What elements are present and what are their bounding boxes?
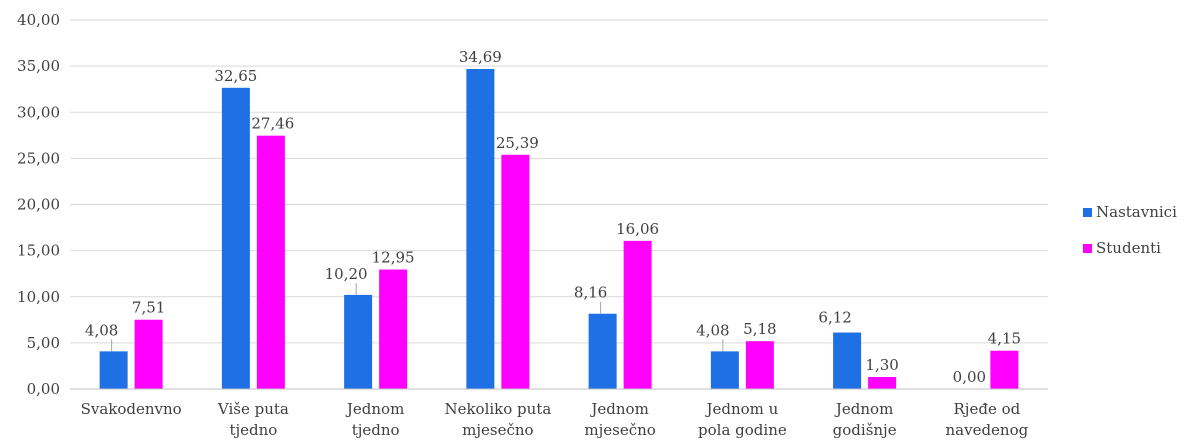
data-label-nastavnici: 8,16	[574, 284, 607, 302]
data-label-nastavnici: 32,65	[214, 67, 257, 85]
bar-nastavnici	[833, 332, 862, 389]
data-label-studenti: 4,15	[988, 330, 1021, 348]
x-category-label: Jednom mjesečno	[584, 400, 655, 439]
data-label-nastavnici: 4,08	[696, 321, 729, 339]
y-tick-label: 20,00	[17, 196, 60, 214]
bar-nastavnici	[221, 87, 250, 390]
bars	[99, 68, 1019, 390]
data-label-nastavnici: 6,12	[818, 309, 851, 327]
data-label-nastavnici: 0,00	[953, 368, 986, 386]
x-category-label: Jednom u pola godine	[698, 400, 787, 439]
x-category-label: Jednom godišnje	[833, 400, 897, 439]
legend: Nastavnici Studenti	[1083, 203, 1177, 257]
y-tick-label: 5,00	[27, 334, 60, 352]
x-category-label: Rjeđe od navedenog	[946, 400, 1029, 439]
y-axis-ticks: 0,00 5,00 10,00 15,00 20,00 25,00 30,00 35,00 40…	[17, 11, 60, 398]
y-tick-label: 30,00	[17, 103, 60, 121]
bar-nastavnici	[344, 294, 373, 389]
data-label-studenti: 7,51	[132, 299, 165, 317]
bar-studenti	[256, 135, 285, 389]
bar-studenti	[745, 341, 774, 389]
data-label-nastavnici: 34,69	[459, 48, 502, 66]
x-axis: Svakodenvno Više puta tjedno Jednom tjedno Ne…	[70, 388, 1048, 439]
bar-nastavnici	[99, 351, 128, 389]
legend-label: Studenti	[1096, 239, 1161, 257]
y-tick-label: 15,00	[17, 242, 60, 260]
data-label-studenti: 25,39	[496, 134, 539, 152]
y-tick-label: 10,00	[17, 288, 60, 306]
legend-swatch	[1083, 244, 1092, 253]
x-category-label: Nekoliko puta mjesečno	[444, 400, 551, 439]
bar-nastavnici	[710, 351, 739, 389]
legend-swatch	[1083, 208, 1092, 217]
y-tick-label: 35,00	[17, 57, 60, 75]
y-tick-label: 25,00	[17, 149, 60, 167]
data-label-studenti: 27,46	[251, 115, 294, 133]
bar-nastavnici	[588, 313, 617, 389]
bar-studenti	[623, 240, 652, 389]
data-label-nastavnici: 4,08	[85, 321, 118, 339]
bar-studenti	[501, 154, 530, 389]
bar-studenti	[379, 269, 408, 389]
bar-nastavnici	[466, 68, 495, 390]
bar-studenti	[990, 350, 1019, 389]
x-category-label: Svakodenvno	[81, 400, 182, 418]
data-label-nastavnici: 10,20	[325, 265, 368, 283]
y-tick-label: 40,00	[17, 11, 60, 29]
data-label-studenti: 12,95	[372, 249, 415, 267]
y-tick-label: 0,00	[27, 380, 60, 398]
data-label-studenti: 1,30	[865, 356, 898, 374]
data-label-studenti: 16,06	[616, 220, 659, 238]
data-label-studenti: 5,18	[743, 320, 776, 338]
legend-label: Nastavnici	[1096, 203, 1177, 221]
x-category-label: Jednom tjedno	[345, 400, 404, 439]
x-category-label: Više puta tjedno	[217, 400, 289, 439]
bar-studenti	[868, 377, 897, 389]
bar-studenti	[134, 319, 163, 389]
